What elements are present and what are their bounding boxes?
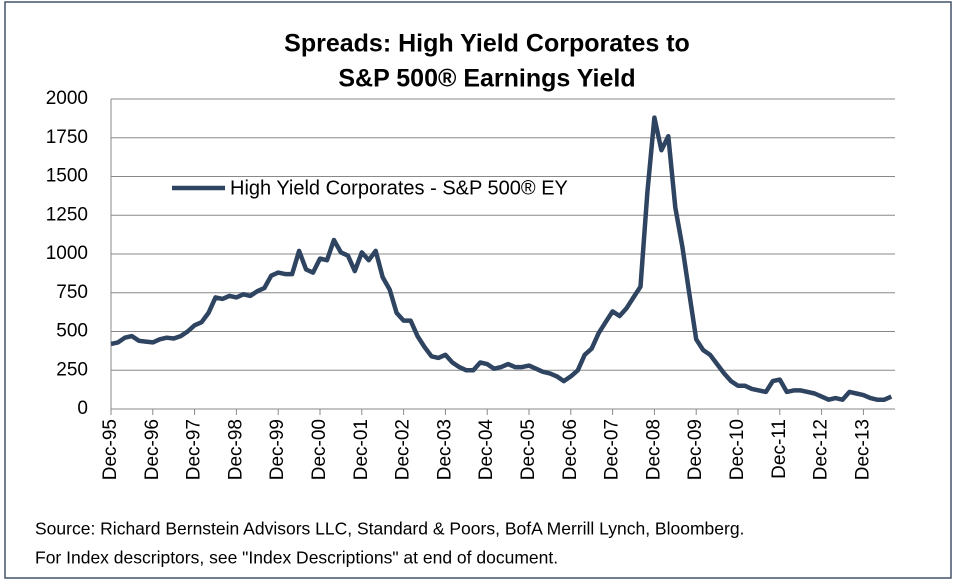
y-tick-label: 250 bbox=[56, 359, 88, 380]
chart-border bbox=[4, 1, 952, 579]
x-tick-label: Dec-99 bbox=[267, 419, 288, 480]
legend-label: High Yield Corporates - S&P 500® EY bbox=[230, 177, 568, 199]
source-note: For Index descriptors, see "Index Descri… bbox=[35, 548, 558, 568]
source-note: Source: Richard Bernstein Advisors LLC, … bbox=[35, 519, 744, 539]
y-tick-label: 500 bbox=[56, 321, 88, 342]
x-tick-label: Dec-09 bbox=[685, 419, 706, 480]
x-tick-label: Dec-03 bbox=[434, 419, 455, 480]
x-tick-label: Dec-98 bbox=[225, 419, 246, 480]
y-tick-label: 1750 bbox=[46, 127, 88, 148]
x-tick-label: Dec-12 bbox=[811, 419, 832, 480]
series-line bbox=[110, 115, 893, 402]
x-tick-label: Dec-95 bbox=[100, 419, 121, 480]
x-tick-label: Dec-05 bbox=[518, 419, 539, 480]
x-tick-label: Dec-02 bbox=[393, 419, 414, 480]
x-tick-label: Dec-10 bbox=[727, 419, 748, 480]
x-tick-label: Dec-06 bbox=[560, 419, 581, 480]
x-tick-label: Dec-08 bbox=[643, 419, 664, 480]
x-tick-label: Dec-00 bbox=[309, 419, 330, 480]
y-tick-label: 2000 bbox=[46, 88, 88, 109]
x-tick-label: Dec-04 bbox=[476, 419, 497, 481]
x-tick-label: Dec-01 bbox=[351, 419, 372, 480]
y-tick-label: 1500 bbox=[46, 166, 88, 187]
y-tick-label: 750 bbox=[56, 282, 88, 303]
y-tick-label: 1250 bbox=[46, 204, 88, 225]
chart-title: S&P 500® Earnings Yield bbox=[338, 65, 635, 93]
x-tick-label: Dec-07 bbox=[602, 419, 623, 480]
x-tick-label: Dec-11 bbox=[769, 419, 790, 479]
y-tick-label: 0 bbox=[77, 398, 88, 419]
x-tick-label: Dec-96 bbox=[142, 419, 163, 480]
y-tick-label: 1000 bbox=[46, 243, 88, 264]
x-tick-label: Dec-13 bbox=[852, 419, 873, 480]
chart-title: Spreads: High Yield Corporates to bbox=[284, 30, 690, 58]
x-tick-label: Dec-97 bbox=[184, 419, 205, 480]
